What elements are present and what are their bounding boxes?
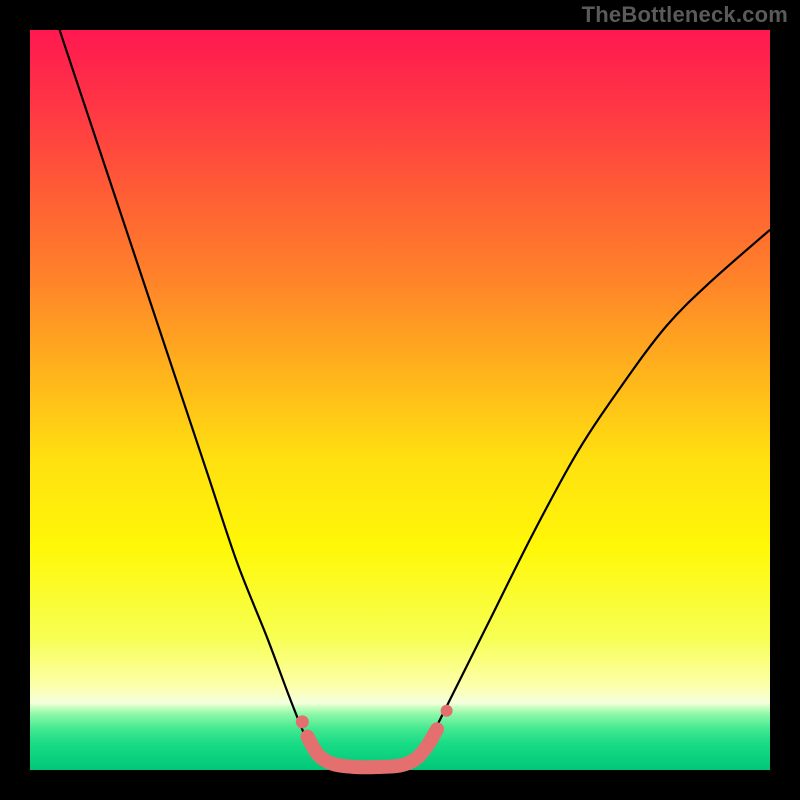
valley-dot	[425, 734, 438, 747]
bottleneck-chart	[0, 0, 800, 800]
chart-stage: TheBottleneck.com	[0, 0, 800, 800]
watermark-text: TheBottleneck.com	[582, 2, 788, 28]
valley-dot	[306, 740, 319, 753]
valley-dot	[441, 705, 453, 717]
valley-dot	[296, 715, 309, 728]
plot-background	[30, 30, 770, 770]
